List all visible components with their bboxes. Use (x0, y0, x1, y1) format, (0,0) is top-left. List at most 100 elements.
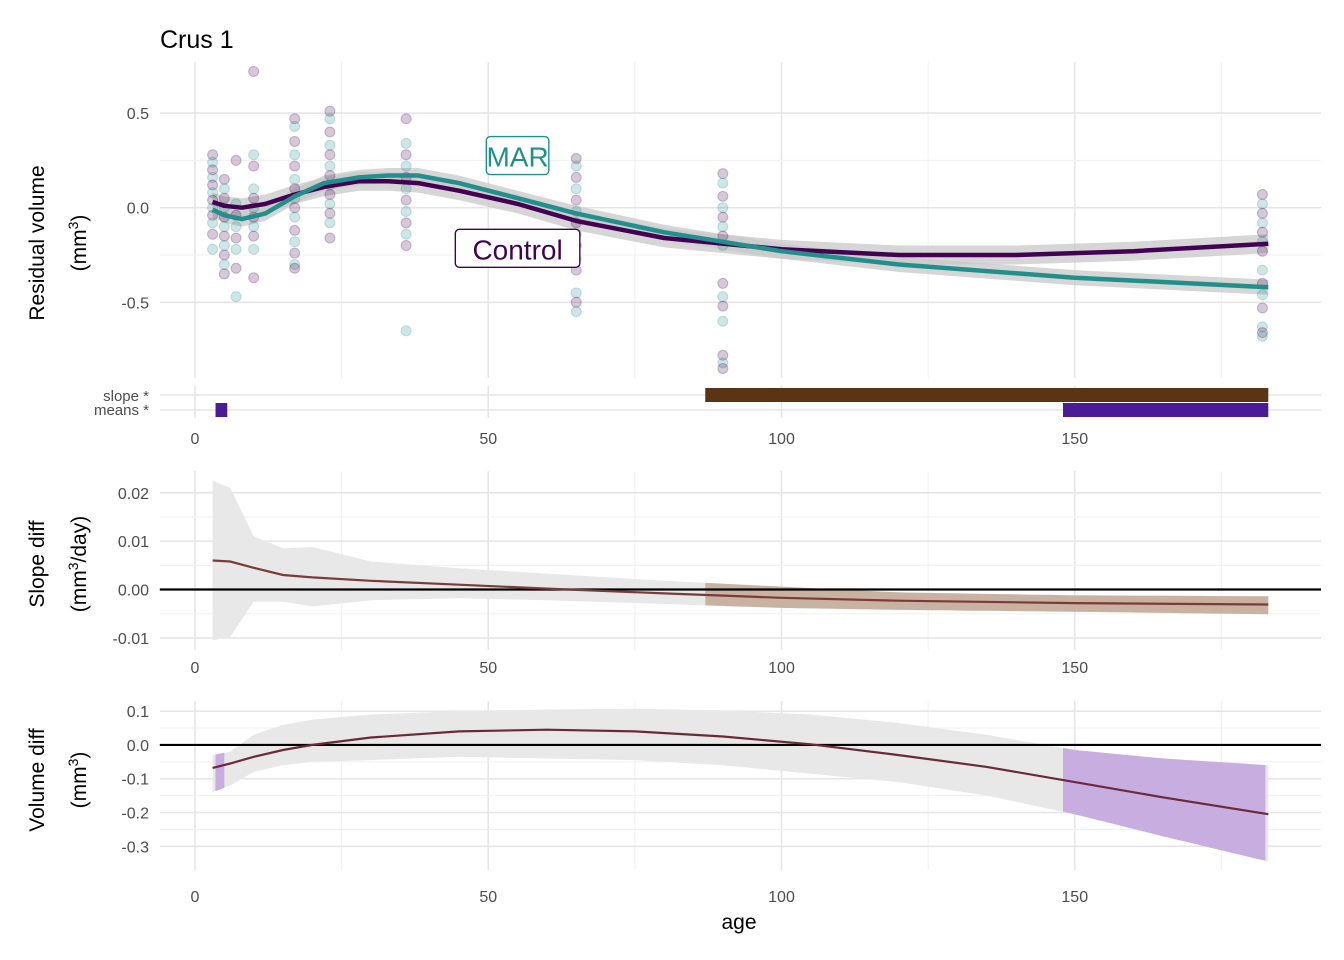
data-point (230, 262, 242, 274)
data-point (289, 160, 301, 172)
data-point (717, 357, 729, 369)
x-tick-label: 100 (768, 431, 795, 448)
data-point (207, 243, 219, 255)
data-point (324, 105, 336, 117)
y-axis-unit-slope-diff: (mm3/day) (65, 516, 91, 612)
data-point (717, 221, 729, 233)
significant-region (215, 752, 225, 792)
data-point (324, 232, 336, 244)
data-point (570, 194, 582, 206)
y-tick-label: -0.1 (121, 772, 149, 789)
y-tick-label: 0.1 (127, 704, 149, 721)
x-tick-label: 150 (1061, 889, 1088, 906)
data-point (1256, 330, 1268, 342)
confidence-band (212, 480, 1269, 641)
y-tick-label: -0.3 (121, 839, 149, 856)
data-point (207, 228, 219, 240)
data-point (248, 65, 260, 77)
data-point (717, 177, 729, 189)
series-label-box (454, 228, 581, 269)
data-point (717, 300, 729, 312)
data-point (400, 137, 412, 149)
data-point (324, 113, 336, 125)
x-tick-label: 0 (191, 660, 200, 677)
data-point (570, 287, 582, 299)
confidence-band (212, 708, 1269, 862)
y-tick-label: 0.00 (118, 583, 149, 600)
x-tick-label: 100 (768, 889, 795, 906)
data-point (218, 268, 230, 280)
data-point (207, 217, 219, 229)
y-axis-label-volume-diff: Volume diff (26, 728, 49, 832)
x-tick-label: 0 (191, 889, 200, 906)
data-point (248, 160, 260, 172)
data-point (324, 207, 336, 219)
x-tick-label: 150 (1061, 431, 1088, 448)
data-point (248, 272, 260, 284)
data-point (230, 291, 242, 303)
data-point (218, 240, 230, 252)
data-point (570, 306, 582, 318)
data-point (1256, 302, 1268, 314)
data-point (289, 224, 301, 236)
data-point (207, 171, 219, 183)
y-axis-label-residual: Residual volume (26, 165, 49, 320)
data-point (248, 149, 260, 161)
data-point (717, 315, 729, 327)
data-point (400, 160, 412, 172)
data-point (207, 179, 219, 191)
data-point (570, 153, 582, 165)
data-point (1256, 327, 1268, 339)
data-point (207, 164, 219, 176)
y-tick-label: 0.01 (118, 534, 149, 551)
y-axis-unit-residual: (mm3) (65, 215, 91, 272)
data-point (324, 217, 336, 229)
x-tick-label: 150 (1061, 660, 1088, 677)
data-point (1256, 226, 1268, 238)
series-label: MAR (486, 142, 548, 173)
data-point (207, 156, 219, 168)
data-point (1256, 198, 1268, 210)
data-point (230, 221, 242, 233)
data-point (400, 240, 412, 252)
data-point (289, 202, 301, 214)
data-point (717, 202, 729, 214)
data-point (400, 183, 412, 195)
y-tick-label: 0.0 (127, 738, 149, 755)
data-point (289, 262, 301, 274)
residual-volume-panel: 0.5 0.0 -0.5 0 50 100 150 MAR Control (121, 62, 1322, 448)
data-point (400, 149, 412, 161)
data-point (717, 363, 729, 375)
data-point (400, 228, 412, 240)
x-tick-label: 50 (479, 431, 497, 448)
slope-significance-bar (705, 388, 1269, 402)
data-point (230, 243, 242, 255)
data-point (230, 232, 242, 244)
data-point (289, 236, 301, 248)
x-tick-label: 100 (768, 660, 795, 677)
data-point (289, 135, 301, 147)
data-point (248, 192, 260, 204)
means-significance-bar (1063, 403, 1269, 417)
data-point (289, 120, 301, 132)
slope-diff-panel: 0.02 0.01 0.00 -0.01 0 50 100 150 (113, 471, 1322, 677)
data-point (218, 183, 230, 195)
data-point (570, 171, 582, 183)
data-point (289, 211, 301, 223)
means-significance-bar (215, 403, 228, 417)
significant-region (705, 582, 1269, 615)
data-point (289, 113, 301, 125)
data-point (324, 139, 336, 151)
data-point (717, 349, 729, 361)
slope-diff-line (212, 559, 1269, 606)
data-point (400, 194, 412, 206)
data-point (1256, 321, 1268, 333)
fit-line (211, 173, 1269, 290)
data-point (1256, 289, 1268, 301)
significance-strip: slope *means * (94, 386, 1322, 419)
y-axis-unit-volume-diff: (mm3) (65, 752, 91, 809)
x-axis-label: age (721, 911, 756, 934)
data-point (324, 160, 336, 172)
y-tick-label: -0.01 (113, 631, 150, 648)
